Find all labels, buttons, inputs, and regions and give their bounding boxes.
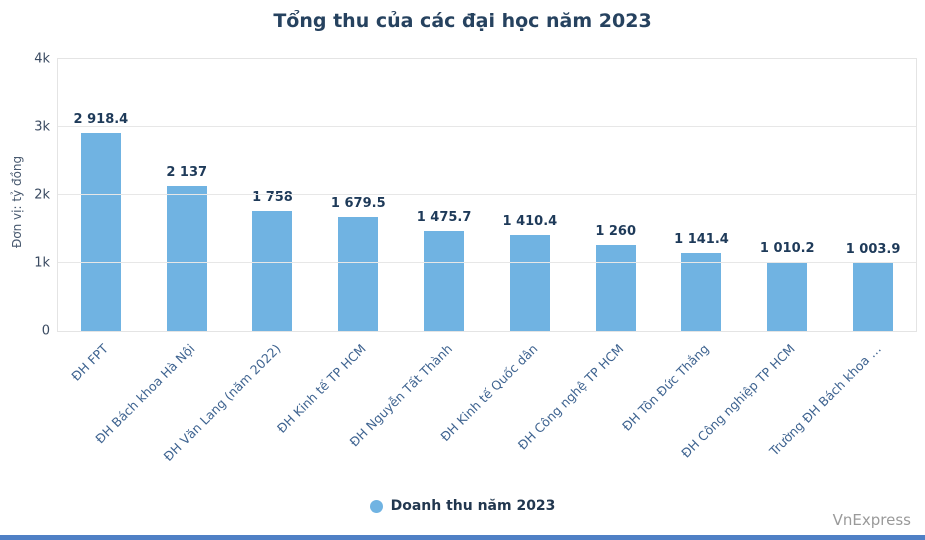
bar-value-label: 1 010.2 (759, 241, 815, 257)
bar-slot: 1 758 ĐH Văn Lang (năm 2022) (160, 59, 316, 464)
bar-slot: 1 260 ĐH Công nghệ TP HCM (515, 59, 659, 452)
bar-slot: 1 410.4 ĐH Kinh tế Quốc dân (437, 59, 573, 444)
bar-value-label: 1 679.5 (330, 195, 386, 211)
gridline (58, 126, 916, 127)
bar[interactable]: 1 475.7 (417, 210, 471, 331)
bar-slot: 1 003.9 Trường ĐH Bách khoa … (766, 59, 916, 459)
bar[interactable]: 1 679.5 (331, 196, 386, 331)
legend-label: Doanh thu năm 2023 (390, 498, 556, 514)
legend-marker-icon (369, 499, 383, 513)
bar-slot: 2 137 ĐH Bách khoa Hà Nội (92, 59, 230, 447)
bar-value-label: 1 758 (252, 190, 293, 206)
bar[interactable]: 1 003.9 (846, 242, 900, 331)
bar-slot: 1 141.4 ĐH Tôn Đức Thắng (619, 59, 745, 433)
bar-value-label: 2 918.4 (73, 111, 129, 127)
bar-value-label: 1 003.9 (845, 241, 901, 257)
bar[interactable]: 2 137 (166, 165, 207, 331)
bar-slot: 1 010.2 ĐH Công nghiệp TP HCM (678, 59, 830, 460)
gridline (58, 194, 916, 195)
x-axis-label: ĐH Kinh tế TP HCM (274, 341, 369, 436)
bar-value-label: 1 141.4 (674, 232, 729, 248)
bar[interactable]: 1 260 (595, 224, 636, 331)
y-tick-label: 1k (34, 255, 50, 271)
bars-container: 2 918.4 ĐH FPT 2 137 ĐH Bách khoa Hà Nội 1 7… (58, 59, 916, 464)
bar-value-label: 2 137 (166, 164, 208, 180)
plot-area: 2 918.4 ĐH FPT 2 137 ĐH Bách khoa Hà Nội 1 7… (34, 52, 917, 464)
x-axis-label: ĐH FPT (68, 341, 112, 384)
legend-item[interactable]: Doanh thu năm 2023 (0, 498, 925, 514)
watermark: VnExpress (832, 511, 911, 529)
chart-title: Tổng thu của các đại học năm 2023 (273, 10, 652, 32)
y-tick-label: 0 (41, 323, 50, 339)
bar-value-label: 1 410.4 (502, 214, 558, 230)
bar-slot: 2 918.4 ĐH FPT (58, 59, 144, 384)
bar[interactable]: 1 410.4 (503, 214, 557, 331)
bar-value-label: 1 260 (595, 224, 637, 240)
bar-slot: 1 475.7 ĐH Nguyễn Tất Thành (346, 59, 487, 450)
bar[interactable]: 2 918.4 (74, 112, 128, 331)
bar-value-label: 1 475.7 (416, 209, 472, 225)
bottom-strip (0, 535, 925, 540)
bar[interactable]: 1 758 (252, 190, 293, 331)
bar[interactable]: 1 010.2 (760, 241, 815, 331)
gridline (58, 262, 916, 263)
bar[interactable]: 1 141.4 (674, 232, 729, 331)
y-tick-label: 4k (34, 51, 50, 67)
x-axis-label: ĐH Kinh tế Quốc dân (437, 341, 541, 445)
x-axis-label: ĐH Tôn Đức Thắng (619, 341, 713, 434)
y-tick-label: 3k (34, 119, 50, 135)
bar-slot: 1 679.5 ĐH Kinh tế TP HCM (274, 59, 401, 436)
y-tick-label: 2k (34, 187, 50, 203)
